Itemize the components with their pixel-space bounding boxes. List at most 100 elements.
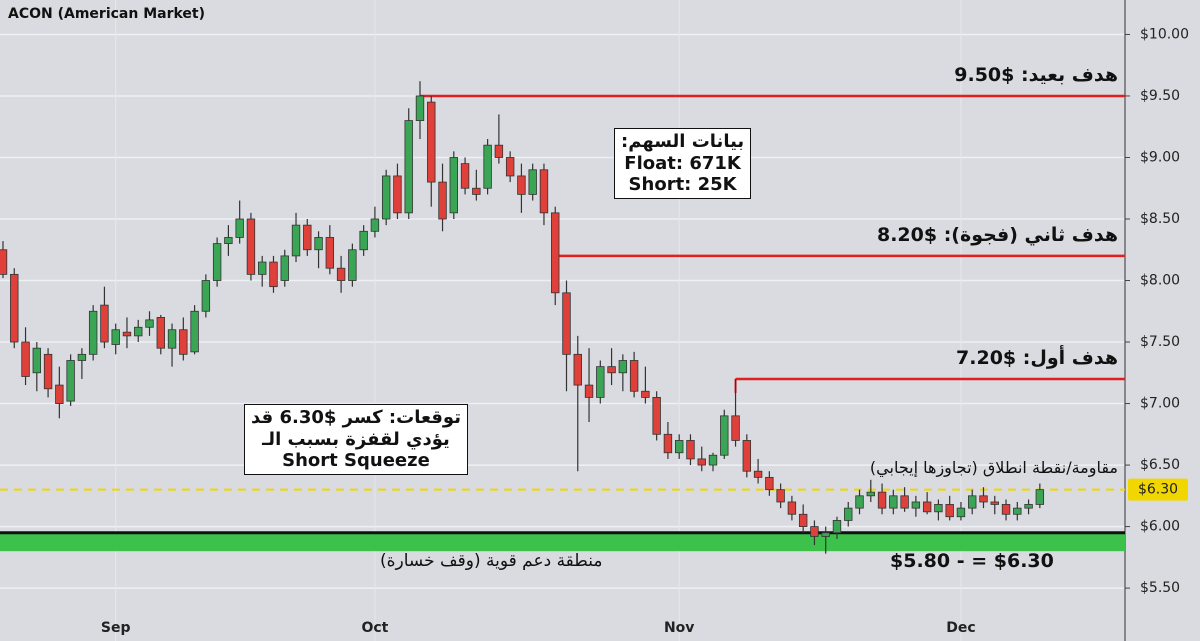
candle-body xyxy=(0,249,8,275)
y-tick-label: $8.00 xyxy=(1140,273,1180,289)
candle-body xyxy=(381,175,391,220)
y-tick-label: $7.50 xyxy=(1140,334,1180,350)
outlook-line: يؤدي لقفزة بسبب الـ xyxy=(262,428,450,450)
price-tag-label: $6.30 xyxy=(1138,482,1178,498)
y-tick-label: $9.00 xyxy=(1140,149,1180,165)
candle-body xyxy=(956,507,966,518)
candle-body xyxy=(798,513,808,527)
candle-body xyxy=(246,218,256,275)
candle-body xyxy=(336,267,346,281)
x-tick-label: Dec xyxy=(946,620,975,636)
candle-body xyxy=(100,304,109,343)
candle-body xyxy=(889,495,898,509)
resistance-label: مقاومة/نقطة انطلاق (تجاوزها إيجابي) xyxy=(869,457,1118,477)
candle-body xyxy=(427,101,436,183)
candle-body xyxy=(438,181,447,220)
y-tick-label: $6.50 xyxy=(1140,457,1180,473)
x-tick-label: Sep xyxy=(101,620,131,636)
y-tick-label: $5.50 xyxy=(1140,580,1180,596)
candle-body xyxy=(449,157,458,214)
info-line: Short: 25K xyxy=(628,174,737,196)
candle-body xyxy=(224,237,233,245)
candle-body xyxy=(697,458,706,466)
outlook-box: توقعات: كسر $6.30 قد يؤدي لقفزة بسبب الـ… xyxy=(244,404,468,475)
candle-body xyxy=(968,495,977,509)
candle-body xyxy=(483,144,492,189)
y-tick-label: $8.50 xyxy=(1140,211,1180,227)
candle-body xyxy=(618,360,628,374)
candle-body xyxy=(235,218,244,238)
candle-body xyxy=(934,504,943,513)
candle-body xyxy=(494,144,504,158)
y-tick-label: $9.50 xyxy=(1140,88,1180,104)
candle-body xyxy=(596,366,605,398)
candle-body xyxy=(979,495,988,503)
candle-body xyxy=(573,353,582,386)
candle-body xyxy=(179,329,188,355)
candle-body xyxy=(742,440,752,472)
candle-body xyxy=(505,157,515,177)
candle-body xyxy=(652,396,661,435)
y-tick-label: $7.00 xyxy=(1140,396,1180,412)
target-label: هدف بعيد: $9.50 xyxy=(954,63,1118,86)
candle-body xyxy=(269,261,278,288)
candle-body xyxy=(1001,504,1011,515)
candle-body xyxy=(517,175,526,195)
y-tick-label: $6.00 xyxy=(1140,519,1180,535)
candle-body xyxy=(145,319,154,328)
candle-body xyxy=(731,415,740,441)
candle-body xyxy=(922,501,932,513)
candle-body xyxy=(810,526,819,537)
price-tag xyxy=(1128,478,1188,501)
zone-label: منطقة دعم قوية (وقف خسارة) xyxy=(380,551,603,571)
outlook-line: توقعات: كسر $6.30 قد xyxy=(251,407,461,428)
candle-body xyxy=(88,310,98,355)
candle-body xyxy=(584,384,594,398)
candle-body xyxy=(212,243,222,281)
outlook-line: Short Squeeze xyxy=(282,450,430,472)
candle-body xyxy=(393,175,402,214)
candle-body xyxy=(753,470,763,478)
target-label: هدف أول: $7.20 xyxy=(956,346,1118,369)
candle-body xyxy=(348,249,357,281)
candle-body xyxy=(1035,489,1045,505)
candle-body xyxy=(877,491,887,509)
support-zone xyxy=(0,532,1125,552)
info-box: بيانات السهم: Float: 671K Short: 25K xyxy=(614,128,752,199)
candle-body xyxy=(776,489,785,503)
candle-body xyxy=(404,120,413,214)
info-line: بيانات السهم: xyxy=(621,131,745,152)
candle-body xyxy=(314,237,323,251)
candle-body xyxy=(607,366,616,374)
candle-body xyxy=(641,390,650,398)
candle-body xyxy=(1024,504,1033,509)
candle-body xyxy=(686,440,695,460)
candle-body xyxy=(663,433,673,454)
candle-body xyxy=(787,501,797,515)
candle-body xyxy=(900,495,909,509)
candle-body xyxy=(562,292,571,355)
candle-body xyxy=(528,169,537,195)
candle-body xyxy=(10,273,19,343)
candle-body xyxy=(945,504,954,518)
candle-body xyxy=(303,224,312,251)
candle-body xyxy=(77,353,87,361)
candle-body xyxy=(291,224,301,257)
candle-body xyxy=(280,255,289,281)
candle-body xyxy=(167,329,177,349)
candle-body xyxy=(122,331,132,337)
candle-body xyxy=(32,347,42,374)
info-line: Float: 671K xyxy=(624,152,741,174)
candle-body xyxy=(325,237,335,269)
candle-body xyxy=(55,384,64,404)
candle-body xyxy=(258,261,267,275)
candle-body xyxy=(460,163,470,189)
candle-body xyxy=(190,310,199,353)
candle-body xyxy=(821,532,830,537)
candle-body xyxy=(629,360,639,392)
candle-body xyxy=(708,454,718,466)
candle-body xyxy=(911,501,921,509)
candle-body xyxy=(990,501,999,505)
